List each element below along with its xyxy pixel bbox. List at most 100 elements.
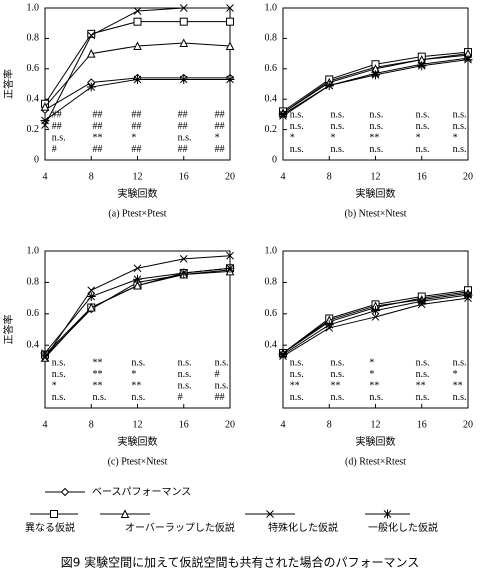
marker [417,61,427,71]
panel-caption: (a) Ptest×Ptest [108,208,166,219]
significance-label: * [52,380,57,391]
marker [86,302,96,312]
y-tick-label: 0.2 [27,124,40,135]
marker [226,251,234,260]
series-line [282,289,469,354]
x-tick-label: 8 [327,171,332,182]
significance-label: ## [93,109,103,120]
significance-label: ## [52,121,62,132]
significance-label: n.s. [178,380,192,391]
significance-label: n.s. [369,109,383,120]
significance-label: ## [52,109,62,120]
significance-label: * [290,132,295,143]
significance-label: * [131,369,136,380]
marker [86,292,96,302]
marker [225,41,235,50]
significance-label: n.s. [369,392,383,403]
x-tick-label: 4 [43,171,48,182]
y-tick-label: 0.6 [27,63,40,74]
significance-label: ** [93,132,103,143]
marker [133,280,142,290]
significance-label: ## [131,144,141,155]
significance-label: ## [178,144,188,155]
significance-label: ** [93,369,103,380]
significance-label: * [131,132,136,143]
legend-label: オーバーラップした仮説 [125,521,235,534]
significance-label: ** [453,380,463,391]
significance-label: n.s. [416,144,430,155]
significance-label: n.s. [131,357,145,368]
marker [86,82,96,92]
marker [278,350,288,360]
x-tick-label: 4 [281,171,286,182]
significance-label: n.s. [331,392,345,403]
marker [179,38,189,47]
significance-label: ## [93,144,103,155]
significance-label: ## [215,121,225,132]
marker [133,17,142,26]
marker [463,55,473,65]
x-tick-label: 16 [417,419,427,430]
y-tick-label: 1.0 [265,245,278,256]
marker [133,41,142,50]
figure-caption: 図9 実験空間に加えて仮説空間も共有された場合のパフォーマンス [61,555,420,570]
significance-label: * [453,132,458,143]
significance-label: n.s. [331,369,345,380]
significance-label: ## [178,109,188,120]
x-axis-label: 実験回数 [356,435,396,448]
significance-label: * [331,132,336,143]
y-tick-label: 1.0 [27,2,40,13]
x-tick-label: 8 [89,419,94,430]
y-tick-label: 0 [34,154,39,165]
marker [87,286,96,295]
significance-label: n.s. [453,121,467,132]
legend-label: 特殊化した仮説 [268,521,338,534]
marker [179,74,189,84]
marker [371,306,380,316]
y-tick-label: 0.2 [265,124,278,135]
marker [60,487,70,497]
significance-label: ## [215,144,225,155]
significance-label: n.s. [215,357,229,368]
significance-label: n.s. [331,121,345,132]
marker [87,31,96,40]
significance-label: # [215,369,220,380]
significance-label: n.s. [331,357,345,368]
x-tick-label: 20 [463,419,473,430]
y-tick-label: 0.8 [27,277,40,288]
significance-label: n.s. [416,109,430,120]
marker [226,4,234,12]
significance-label: ** [93,380,103,391]
significance-label: ## [215,109,225,120]
significance-label: n.s. [453,392,467,403]
y-tick-label: 0.6 [27,308,40,319]
marker [179,17,188,26]
marker [179,254,188,263]
significance-label: n.s. [416,357,430,368]
significance-label: n.s. [453,144,467,155]
x-tick-label: 12 [371,419,381,430]
x-tick-label: 12 [371,171,381,182]
x-tick-label: 4 [281,419,286,430]
significance-label: ** [93,357,103,368]
legend-label: ベースパフォーマンス [92,486,191,498]
y-tick-label: 0 [272,154,277,165]
significance-label: ** [416,380,426,391]
marker [40,102,50,111]
significance-label: # [52,144,57,155]
legend-label: 一般化した仮説 [368,521,438,534]
marker [120,509,130,518]
x-tick-label: 16 [417,171,427,182]
marker [133,7,142,15]
marker [324,320,334,330]
significance-label: ## [178,121,188,132]
significance-label: * [369,357,374,368]
significance-label: ## [131,121,141,132]
series-line [44,21,230,105]
x-axis-label: 実験回数 [118,435,158,448]
marker [133,74,142,84]
marker [417,296,427,306]
significance-label: ## [215,392,225,403]
x-tick-label: 20 [225,171,235,182]
y-tick-label: 0.4 [27,93,40,104]
